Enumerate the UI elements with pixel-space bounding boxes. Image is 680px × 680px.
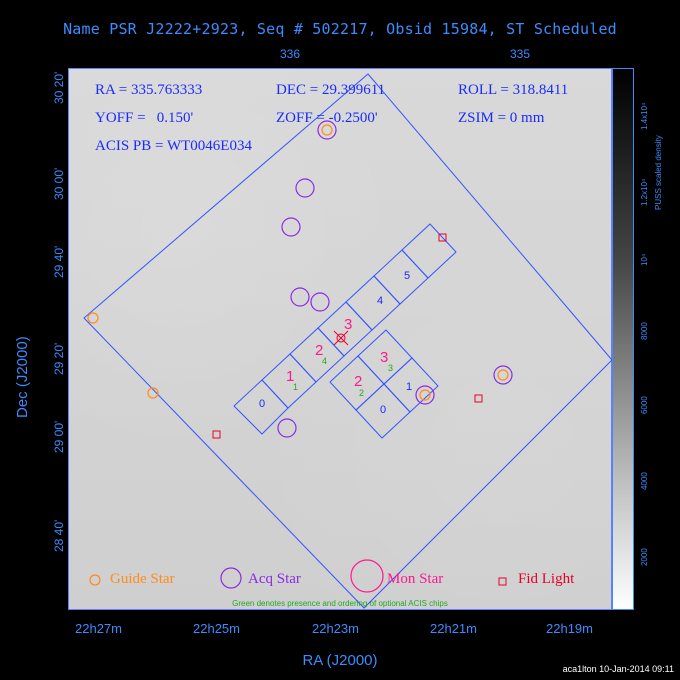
acq-star-6 — [493, 365, 513, 385]
top-axis-label-335: 335 — [510, 47, 531, 61]
hrc-footprint-outline — [83, 73, 613, 609]
legend-guide-label: Guide Star — [110, 571, 175, 587]
optional-chip-label-1: 1 — [286, 368, 294, 385]
acq-star-2 — [295, 178, 315, 198]
acq-star-5 — [310, 292, 330, 312]
colorbar — [612, 68, 634, 610]
chip-label-i4: 4 — [377, 295, 383, 307]
ra-tick-2227: 22h27m — [75, 621, 122, 636]
chip-label-i0: 0 — [259, 398, 265, 410]
info-acis-pb: ACIS PB = WT0046E034 — [95, 138, 252, 154]
aimpoint-marker — [333, 330, 349, 346]
legend-fid-icon — [498, 577, 507, 586]
dec-tick-3020: 30 20' — [52, 71, 66, 104]
colorbar-tick-4000: 4000 — [640, 472, 649, 490]
info-dec: DEC = 29.399611 — [276, 82, 386, 98]
colorbar-tick-1.4e4: 1.4x10⁴ — [640, 102, 649, 130]
fid-light-1 — [438, 233, 447, 242]
chip-label-s1: 1 — [406, 381, 412, 393]
colorbar-tick-1e4: 10⁴ — [640, 253, 649, 266]
footer-timestamp: aca1lton 10-Jan-2014 09:11 — [562, 664, 674, 674]
fid-light-3 — [212, 430, 221, 439]
guide-star-1 — [321, 124, 333, 136]
acq-star-8 — [277, 418, 297, 438]
ra-tick-2223: 22h23m — [312, 621, 359, 636]
guide-star-3 — [147, 387, 159, 399]
info-zsim: ZSIM = 0 mm — [458, 110, 545, 126]
dec-tick-2840: 28 40' — [52, 519, 66, 552]
x-axis-label: RA (J2000) — [302, 652, 378, 669]
legend-mon-icon — [350, 559, 384, 593]
green-label-3: 3 — [388, 363, 393, 373]
colorbar-tick-2000: 2000 — [640, 548, 649, 566]
green-label-4: 4 — [322, 356, 327, 366]
chip-label-s0: 0 — [380, 404, 386, 416]
info-zoff: ZOFF = -0.2500' — [276, 110, 378, 126]
dec-tick-2920: 29 20' — [52, 342, 66, 375]
legend-acq-icon — [220, 567, 242, 589]
acis-chip-set-b — [329, 329, 439, 439]
green-label-2: 2 — [359, 388, 364, 398]
acq-star-4 — [290, 287, 310, 307]
guide-star-5 — [419, 389, 431, 401]
legend-acq-label: Acq Star — [248, 571, 301, 587]
dec-tick-2900: 29 00' — [52, 420, 66, 453]
colorbar-tick-1.2e4: 1.2x10⁴ — [640, 178, 649, 206]
info-ra: RA = 335.763333 — [95, 82, 203, 98]
chip-label-i5: 5 — [404, 270, 410, 282]
legend-guide-icon — [89, 574, 101, 586]
optional-chips-note: Green denotes presence and ordering of o… — [232, 599, 448, 608]
plot-title: Name PSR J2222+2923, Seq # 502217, Obsid… — [63, 20, 617, 38]
optional-chip-label-3b: 3 — [380, 349, 388, 366]
guide-star-2 — [87, 312, 99, 324]
colorbar-tick-8000: 8000 — [640, 322, 649, 340]
optional-chip-label-2: 2 — [315, 342, 323, 359]
info-yoff: YOFF = 0.150' — [95, 110, 194, 126]
acq-star-3 — [281, 217, 301, 237]
acq-star-1 — [317, 120, 337, 140]
optional-chip-label-3: 3 — [344, 316, 352, 333]
fid-light-2 — [474, 394, 483, 403]
legend-mon-label: Mon Star — [387, 571, 444, 587]
info-roll: ROLL = 318.8411 — [458, 82, 569, 98]
y-axis-label: Dec (J2000) — [14, 336, 31, 418]
green-label-1: 1 — [293, 382, 298, 392]
legend-fid-label: Fid Light — [518, 571, 575, 587]
ra-tick-2219: 22h19m — [546, 621, 593, 636]
acq-star-7 — [415, 385, 435, 405]
colorbar-tick-6000: 6000 — [640, 396, 649, 414]
optional-chip-label-2b: 2 — [354, 373, 362, 390]
top-axis-label-336: 336 — [280, 47, 301, 61]
guide-star-4 — [497, 369, 509, 381]
dec-tick-3000: 30 00' — [52, 167, 66, 200]
dec-tick-2940: 29 40' — [52, 245, 66, 278]
colorbar-label: PUSS scaled density — [654, 135, 663, 210]
ra-tick-2221: 22h21m — [430, 621, 477, 636]
acis-chip-set-a — [233, 223, 457, 435]
ra-tick-2225: 22h25m — [193, 621, 240, 636]
